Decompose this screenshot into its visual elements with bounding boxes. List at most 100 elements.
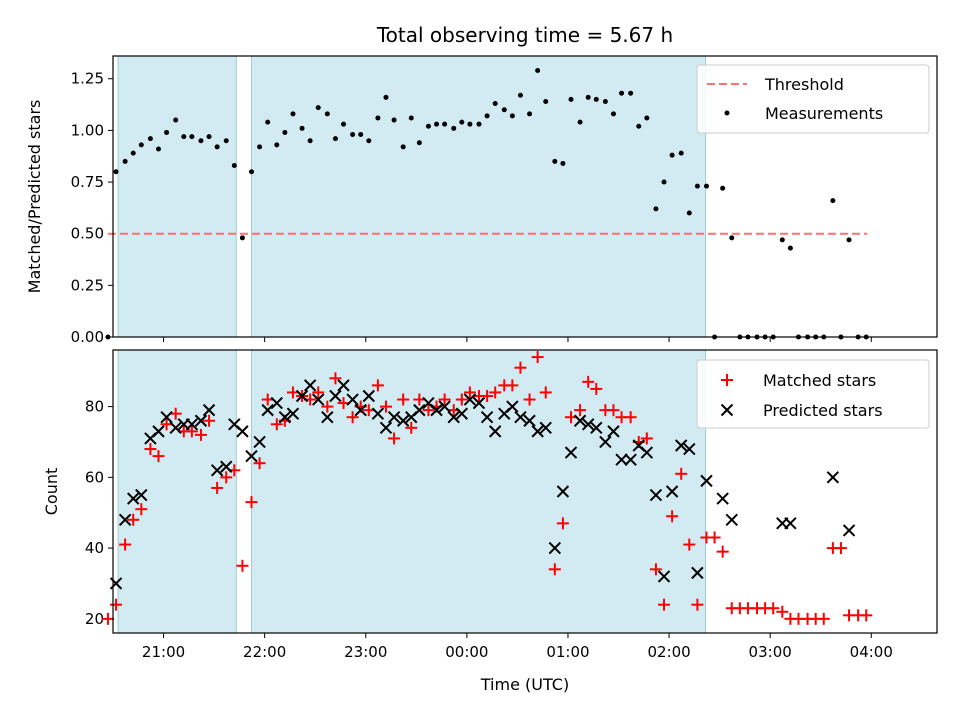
legend-x-marker — [720, 403, 734, 417]
matched-star-point — [860, 609, 873, 622]
predicted-star-point — [303, 379, 317, 392]
predicted-star-point — [826, 471, 840, 484]
predicted-star-point — [581, 418, 595, 431]
measurement-point — [476, 121, 482, 127]
measurement-point — [315, 105, 321, 111]
predicted-star-point — [127, 492, 140, 505]
matched-star-point — [708, 531, 721, 544]
measurement-point — [527, 111, 533, 117]
predicted-star-point — [109, 577, 123, 590]
measurement-point — [509, 113, 515, 119]
measurement-point — [830, 198, 836, 204]
predicted-star-point — [379, 421, 393, 435]
count-panel: 20 40 60 80 21:00 22:00 23:00 00:00 01:00 02:00 03… — [42, 349, 938, 694]
measurement-point — [577, 119, 583, 125]
measurement-point — [610, 111, 616, 117]
matched-star-point — [574, 404, 587, 417]
predicted-star-point — [716, 492, 729, 505]
measurement-point — [560, 160, 566, 166]
measurement-point — [636, 123, 642, 129]
matched-star-point — [514, 361, 527, 374]
predicted-star-point — [321, 411, 334, 424]
predicted-star-point — [455, 407, 469, 420]
matched-star-point — [716, 545, 729, 558]
predicted-star-point — [447, 411, 460, 424]
legend-plus-marker — [721, 374, 733, 386]
matched-star-point — [405, 421, 418, 434]
matched-star-point — [666, 510, 679, 523]
matched-star-point — [110, 598, 123, 611]
predicted-star-point — [396, 414, 410, 427]
predicted-star-point — [624, 453, 637, 466]
measurement-point — [425, 123, 431, 129]
predicted-star-point — [590, 421, 603, 435]
measurement-point — [720, 185, 726, 191]
matched-star-point — [489, 386, 502, 399]
predicted-star-point — [312, 393, 325, 406]
measurement-point — [619, 90, 625, 96]
matched-star-point — [203, 414, 216, 427]
matched-star-point — [185, 425, 198, 438]
predicted-star-point — [337, 379, 350, 392]
matched-star-point — [506, 379, 519, 392]
predicted-star-point — [220, 460, 233, 473]
measurement-point — [501, 107, 507, 113]
predicted-star-point — [118, 513, 132, 527]
legend-predicted-label: Predicted stars — [763, 401, 883, 420]
matched-star-point — [548, 563, 561, 576]
measurement-point — [299, 125, 305, 131]
measurement-point — [686, 210, 692, 216]
predicted-star-point — [657, 570, 671, 583]
matched-star-point — [236, 559, 249, 572]
x-tick-label: 00:00 — [445, 643, 488, 661]
measurement-point — [375, 115, 381, 121]
predicted-star-point — [236, 425, 249, 438]
legend-threshold-label: Threshold — [764, 75, 844, 94]
measurement-point — [552, 158, 558, 164]
predicted-star-point — [295, 389, 309, 403]
predicted-star-point — [539, 421, 552, 435]
x-tick-label: 02:00 — [647, 643, 690, 661]
predicted-star-point — [185, 418, 199, 431]
matched-star-point — [160, 418, 173, 431]
ratio-y-axis-label: Matched/Predicted stars — [25, 100, 44, 294]
predicted-star-point — [599, 435, 612, 449]
matched-star-point — [539, 386, 552, 399]
measurement-point — [358, 132, 364, 138]
measurement-point — [155, 146, 161, 152]
measurement-point — [451, 125, 457, 131]
measurement-point — [669, 152, 675, 158]
measurement-point — [189, 134, 195, 140]
matched-star-point — [270, 418, 283, 431]
matched-star-point — [312, 386, 325, 399]
matched-star-point — [438, 393, 451, 406]
ratio-legend-box — [696, 64, 930, 134]
matched-star-point — [194, 428, 207, 441]
measurement-point — [653, 206, 659, 212]
matched-star-point — [371, 379, 384, 392]
observing-interval-band — [117, 55, 237, 338]
matched-star-point — [834, 542, 847, 555]
measurement-point — [332, 136, 338, 142]
predicted-star-point — [135, 488, 148, 502]
predicted-star-point — [649, 488, 663, 502]
x-tick-label: 21:00 — [142, 643, 185, 661]
predicted-star-point — [160, 411, 173, 424]
measurement-point — [434, 121, 440, 127]
count-axis-ticks: 20 40 60 80 21:00 22:00 23:00 00:00 01:00 02:00 03… — [85, 398, 893, 661]
y-tick-label: 0.75 — [71, 173, 104, 191]
measurement-point — [383, 94, 389, 100]
predicted-star-point — [371, 407, 385, 420]
measurement-point — [694, 183, 700, 189]
predicted-star-point — [725, 513, 738, 527]
predicted-star-point — [506, 400, 519, 413]
ratio-axes-frame — [112, 55, 938, 338]
measurement-point — [846, 237, 852, 243]
ratio-panel: Total observing time = 5.67 h 0.000.250.… — [25, 23, 938, 346]
predicted-star-point — [463, 393, 477, 406]
predicted-star-point — [564, 446, 578, 459]
measurement-point — [391, 117, 397, 123]
measurement-point — [350, 132, 356, 138]
matched-star-point — [220, 471, 233, 484]
y-tick-label: 40 — [85, 539, 104, 557]
